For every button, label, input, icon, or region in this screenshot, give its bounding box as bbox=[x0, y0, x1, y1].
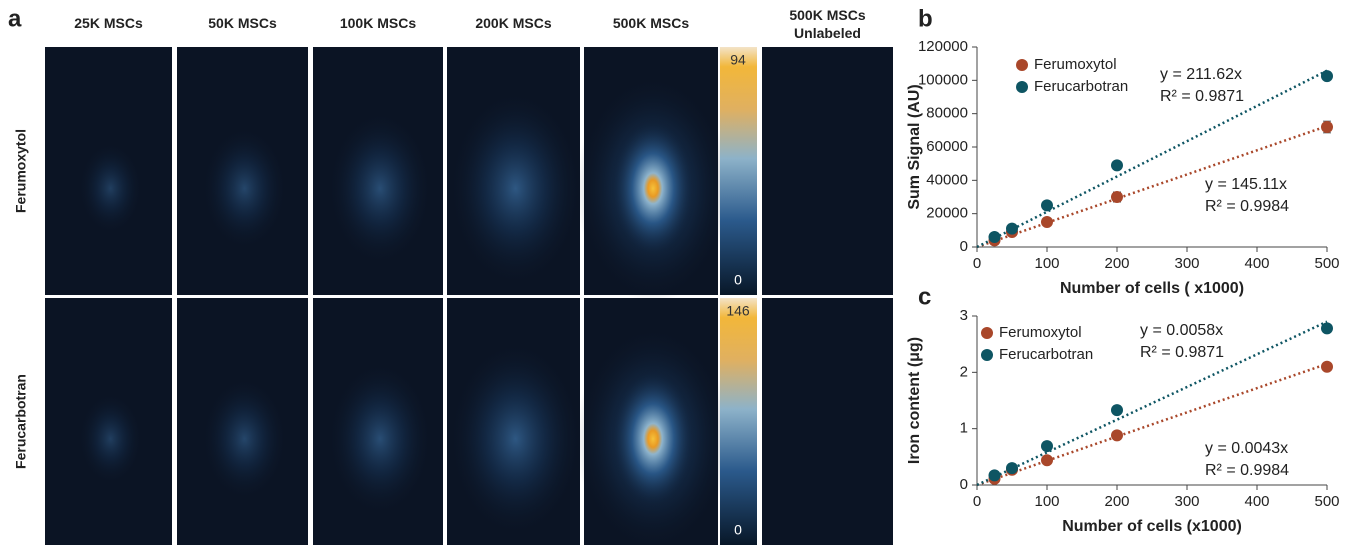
figure: aFerumoxytol940Ferucarbotran1460b0200004… bbox=[0, 0, 1360, 545]
y-tick-label: 100000 bbox=[918, 71, 968, 88]
column-header: 500K MSCs bbox=[591, 14, 711, 32]
data-point bbox=[1321, 322, 1333, 334]
signal-glow bbox=[78, 392, 142, 485]
y-tick-label: 60000 bbox=[926, 138, 968, 155]
data-point bbox=[1111, 429, 1123, 441]
signal-glow bbox=[78, 142, 142, 235]
trend-equation: y = 211.62x bbox=[1160, 66, 1242, 83]
signal-glow bbox=[449, 341, 582, 537]
data-point bbox=[989, 231, 1001, 243]
panel-label: a bbox=[8, 5, 22, 32]
y-tick-label: 1 bbox=[960, 420, 968, 437]
signal-glow bbox=[202, 377, 288, 501]
trend-r2: R² = 0.9984 bbox=[1205, 198, 1289, 215]
data-point bbox=[1111, 191, 1123, 203]
colorbar bbox=[720, 298, 757, 545]
trend-equation: y = 0.0043x bbox=[1205, 440, 1288, 457]
x-tick-label: 400 bbox=[1244, 255, 1269, 272]
legend-marker bbox=[981, 349, 993, 361]
data-point bbox=[1111, 404, 1123, 416]
column-header: 50K MSCs bbox=[183, 14, 303, 32]
x-tick-label: 0 bbox=[973, 255, 981, 272]
legend-label: Ferumoxytol bbox=[999, 324, 1082, 341]
y-tick-label: 0 bbox=[960, 476, 968, 493]
x-tick-label: 100 bbox=[1034, 255, 1059, 272]
y-tick-label: 40000 bbox=[926, 171, 968, 188]
row-label: Ferucarbotran bbox=[13, 374, 29, 469]
image-tile bbox=[762, 298, 893, 545]
y-tick-label: 0 bbox=[960, 238, 968, 255]
legend-marker bbox=[1016, 81, 1028, 93]
legend-label: Ferumoxytol bbox=[1034, 56, 1117, 73]
signal-glow bbox=[328, 111, 433, 266]
panel-label: c bbox=[918, 283, 931, 310]
y-tick-label: 120000 bbox=[918, 38, 968, 55]
signal-core bbox=[611, 118, 695, 258]
x-tick-label: 200 bbox=[1104, 255, 1129, 272]
x-tick-label: 400 bbox=[1244, 493, 1269, 510]
trendline bbox=[977, 71, 1327, 247]
colorbar-max: 94 bbox=[730, 52, 746, 68]
data-point bbox=[1041, 454, 1053, 466]
y-axis-title: Sum Signal (AU) bbox=[906, 84, 923, 209]
column-header: 200K MSCs bbox=[454, 14, 574, 32]
legend-marker bbox=[1016, 59, 1028, 71]
data-point bbox=[1041, 199, 1053, 211]
signal-glow bbox=[328, 361, 433, 516]
y-tick-label: 2 bbox=[960, 363, 968, 380]
y-tick-label: 20000 bbox=[926, 205, 968, 222]
column-header: 25K MSCs bbox=[49, 14, 169, 32]
data-point bbox=[1006, 462, 1018, 474]
x-axis-title: Number of cells (x1000) bbox=[1062, 518, 1242, 535]
data-point bbox=[1006, 223, 1018, 235]
trend-r2: R² = 0.9984 bbox=[1205, 462, 1289, 479]
signal-glow bbox=[449, 90, 582, 287]
colorbar-min: 0 bbox=[734, 522, 742, 538]
data-point bbox=[1111, 159, 1123, 171]
x-tick-label: 300 bbox=[1174, 493, 1199, 510]
column-header: 100K MSCs bbox=[318, 14, 438, 32]
data-point bbox=[1041, 216, 1053, 228]
data-point bbox=[1321, 121, 1333, 133]
legend-label: Ferucarbotran bbox=[1034, 78, 1128, 95]
data-point bbox=[989, 469, 1001, 481]
legend-label: Ferucarbotran bbox=[999, 346, 1093, 363]
row-label: Ferumoxytol bbox=[13, 129, 29, 213]
signal-glow bbox=[202, 126, 288, 250]
image-tile bbox=[762, 47, 893, 295]
trend-r2: R² = 0.9871 bbox=[1160, 88, 1244, 105]
data-point bbox=[1321, 361, 1333, 373]
x-tick-label: 500 bbox=[1314, 255, 1339, 272]
column-header: 500K MSCs Unlabeled bbox=[773, 6, 883, 42]
colorbar bbox=[720, 47, 757, 295]
y-tick-label: 80000 bbox=[926, 105, 968, 122]
colorbar-max: 146 bbox=[726, 303, 750, 319]
y-axis-title: Iron content (μg) bbox=[906, 337, 923, 464]
panel-label: b bbox=[918, 5, 933, 32]
x-tick-label: 200 bbox=[1104, 493, 1129, 510]
figure-canvas: aFerumoxytol940Ferucarbotran1460b0200004… bbox=[0, 0, 1360, 545]
x-tick-label: 300 bbox=[1174, 255, 1199, 272]
x-tick-label: 500 bbox=[1314, 493, 1339, 510]
x-tick-label: 100 bbox=[1034, 493, 1059, 510]
data-point bbox=[1041, 440, 1053, 452]
trend-equation: y = 0.0058x bbox=[1140, 322, 1223, 339]
legend-marker bbox=[981, 327, 993, 339]
y-tick-label: 3 bbox=[960, 307, 968, 324]
trend-equation: y = 145.11x bbox=[1205, 176, 1287, 193]
trend-r2: R² = 0.9871 bbox=[1140, 344, 1224, 361]
x-tick-label: 0 bbox=[973, 493, 981, 510]
signal-core bbox=[611, 369, 695, 509]
x-axis-title: Number of cells ( x1000) bbox=[1060, 280, 1244, 297]
data-point bbox=[1321, 70, 1333, 82]
colorbar-min: 0 bbox=[734, 272, 742, 288]
